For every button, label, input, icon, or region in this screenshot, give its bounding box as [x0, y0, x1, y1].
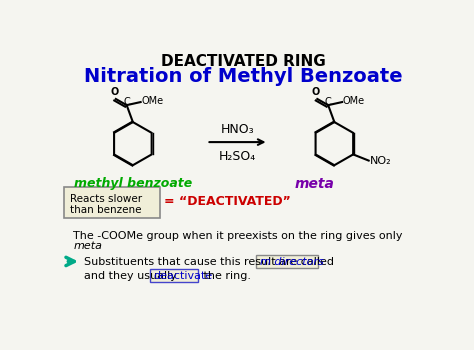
Text: Reacts slower
than benzene: Reacts slower than benzene — [70, 194, 142, 215]
Text: meta: meta — [295, 177, 335, 191]
Text: NO₂: NO₂ — [369, 156, 391, 166]
Text: m directors: m directors — [260, 257, 324, 267]
Text: The -COOMe group when it preexists on the ring gives only: The -COOMe group when it preexists on th… — [73, 231, 403, 241]
Text: C: C — [123, 97, 130, 107]
FancyBboxPatch shape — [150, 269, 198, 282]
Text: H₂SO₄: H₂SO₄ — [219, 150, 256, 163]
Text: and they usually: and they usually — [84, 271, 181, 281]
Text: O: O — [110, 88, 118, 97]
Text: O: O — [311, 88, 320, 97]
Text: HNO₃: HNO₃ — [221, 123, 255, 136]
Text: deactivate: deactivate — [154, 271, 213, 281]
Text: Nitration of Methyl Benzoate: Nitration of Methyl Benzoate — [83, 66, 402, 86]
Text: Substituents that cause this result are called: Substituents that cause this result are … — [84, 257, 337, 267]
Text: OMe: OMe — [343, 96, 365, 106]
Text: methyl benzoate: methyl benzoate — [74, 177, 192, 190]
Text: OMe: OMe — [141, 96, 164, 106]
Text: C: C — [325, 97, 331, 107]
Text: the ring.: the ring. — [201, 271, 251, 281]
Text: = “DEACTIVATED”: = “DEACTIVATED” — [164, 195, 291, 208]
Text: meta: meta — [73, 241, 102, 251]
FancyBboxPatch shape — [256, 255, 318, 268]
FancyBboxPatch shape — [64, 187, 160, 218]
Text: DEACTIVATED RING: DEACTIVATED RING — [161, 54, 325, 69]
